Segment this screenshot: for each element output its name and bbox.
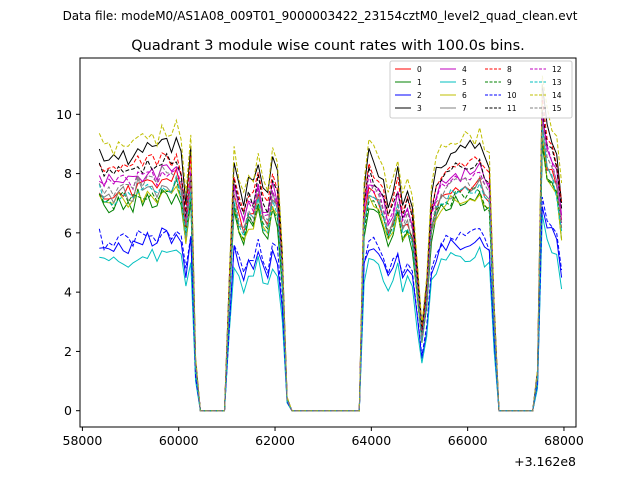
y-axis: 0 2 4 6 8 10 (56, 107, 80, 418)
legend-label-9: 9 (507, 78, 512, 87)
legend-label-5: 5 (462, 78, 467, 87)
legend-box (389, 60, 573, 119)
figure-suptitle: Data file: modeM0/AS1A08_009T01_90000034… (63, 9, 578, 23)
legend-label-7: 7 (462, 104, 467, 113)
y-tick-label: 10 (56, 107, 72, 122)
axes-frame (79, 57, 577, 428)
legend-label-0: 0 (417, 65, 422, 74)
legend-label-1: 1 (417, 78, 422, 87)
x-tick-label: 68000 (544, 433, 584, 448)
legend-label-13: 13 (552, 78, 562, 87)
y-tick-label: 2 (64, 344, 72, 359)
legend-label-6: 6 (462, 91, 467, 100)
y-tick-label: 4 (64, 285, 72, 300)
legend-label-8: 8 (507, 65, 512, 74)
legend-label-12: 12 (552, 65, 562, 74)
x-tick-label: 58000 (63, 433, 103, 448)
legend-label-10: 10 (507, 91, 517, 100)
legend-label-4: 4 (462, 65, 467, 74)
legend-label-14: 14 (552, 91, 562, 100)
series-line-10 (98, 196, 563, 412)
legend-label-11: 11 (507, 104, 517, 113)
y-tick-label: 0 (64, 403, 72, 418)
x-offset-label: +3.162e8 (514, 454, 576, 469)
x-tick-label: 64000 (351, 433, 391, 448)
chart-title: Quadrant 3 module wise count rates with … (131, 38, 525, 54)
x-tick-label: 66000 (448, 433, 488, 448)
series-line-8 (98, 96, 563, 412)
legend-label-15: 15 (552, 104, 562, 113)
y-tick-label: 8 (64, 166, 72, 181)
series-line-15 (98, 121, 563, 412)
series-line-14 (98, 75, 563, 412)
x-tick-label: 62000 (255, 433, 295, 448)
series-line-13 (98, 127, 563, 412)
plot-area (98, 75, 563, 412)
x-tick-label: 60000 (159, 433, 199, 448)
y-tick-label: 6 (64, 225, 72, 240)
legend-label-2: 2 (417, 91, 422, 100)
x-axis: 58000 60000 62000 64000 66000 68000 (63, 427, 584, 448)
series-line-9 (98, 140, 563, 412)
legend-label-3: 3 (417, 104, 422, 113)
